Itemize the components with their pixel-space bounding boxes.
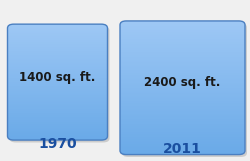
Text: 2400 sq. ft.: 2400 sq. ft.: [144, 76, 221, 89]
FancyBboxPatch shape: [10, 27, 110, 142]
FancyBboxPatch shape: [120, 21, 245, 155]
FancyBboxPatch shape: [8, 24, 108, 140]
Text: 2011: 2011: [163, 142, 202, 156]
FancyBboxPatch shape: [122, 23, 247, 157]
Text: 1970: 1970: [38, 137, 77, 151]
Text: 1400 sq. ft.: 1400 sq. ft.: [19, 71, 96, 84]
